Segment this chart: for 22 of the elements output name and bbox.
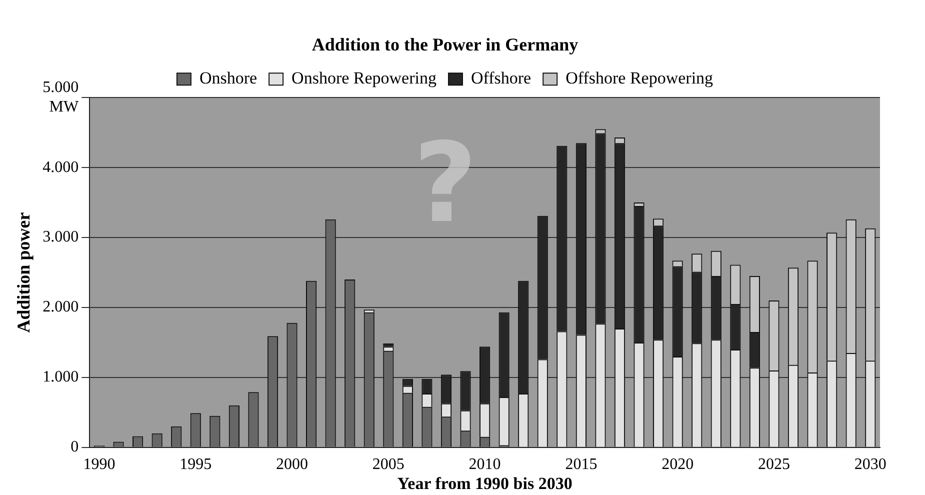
x-tick-label: 2005 [372, 456, 404, 474]
legend-label: Onshore Repowering [292, 68, 437, 88]
legend-label: Onshore [199, 68, 258, 88]
y-tick-label: 3.000 [42, 228, 79, 246]
x-axis-title: Year from 1990 bis 2030 [397, 474, 572, 494]
x-tick-label: 2000 [276, 456, 308, 474]
x-tick-label: 1995 [180, 456, 212, 474]
x-tick-label: 2010 [468, 456, 501, 474]
y-tick-label: 2.000 [42, 298, 79, 316]
y-tick-label: 1.000 [42, 368, 79, 386]
x-tick-label: 2015 [565, 456, 598, 474]
legend-label: Offshore Repowering [566, 68, 714, 88]
chart-title: Addition to the Power in Germany [312, 34, 578, 54]
legend-label: Offshore [470, 68, 532, 88]
x-tick-label: 2025 [758, 456, 790, 474]
y-axis-title: Addition power [13, 212, 34, 333]
x-tick-label: 2020 [662, 456, 694, 474]
y-tick-label: 5.000 MW [42, 79, 80, 116]
y-tick-label: 0 [70, 438, 79, 456]
x-tick-label: 2030 [854, 456, 886, 474]
y-tick-label: 4.000 [42, 158, 79, 176]
x-tick-label: 1990 [83, 456, 116, 474]
